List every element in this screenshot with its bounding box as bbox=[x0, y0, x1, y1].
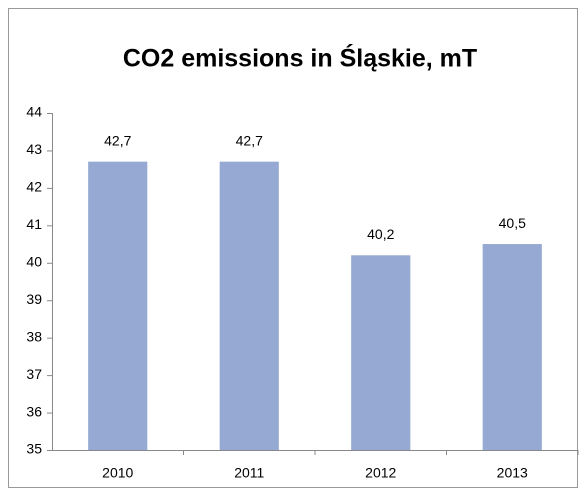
x-tick-label: 2013 bbox=[497, 465, 528, 481]
bar bbox=[219, 161, 279, 450]
x-tick-label: 2010 bbox=[102, 465, 133, 481]
y-tick-label: 35 bbox=[26, 441, 42, 457]
y-tick-label: 36 bbox=[26, 403, 42, 419]
y-tick-label: 38 bbox=[26, 328, 42, 344]
x-tick-label: 2011 bbox=[234, 465, 264, 481]
x-tick-label: 2012 bbox=[365, 465, 396, 481]
bar bbox=[88, 161, 148, 450]
y-tick-label: 40 bbox=[26, 253, 42, 269]
y-tick-label: 39 bbox=[26, 291, 42, 307]
chart-title: CO2 emissions in Śląskie, mT bbox=[123, 43, 477, 73]
y-tick-label: 43 bbox=[26, 141, 42, 157]
bar bbox=[482, 244, 542, 450]
bar bbox=[351, 255, 411, 450]
y-tick-label: 44 bbox=[26, 104, 42, 120]
y-tick-label: 41 bbox=[26, 216, 42, 232]
y-tick-label: 37 bbox=[26, 366, 42, 382]
data-label: 42,7 bbox=[104, 132, 131, 148]
data-label: 40,5 bbox=[499, 215, 526, 231]
y-tick-label: 42 bbox=[26, 179, 42, 195]
data-label: 40,2 bbox=[367, 226, 394, 242]
data-label: 42,7 bbox=[236, 132, 263, 148]
